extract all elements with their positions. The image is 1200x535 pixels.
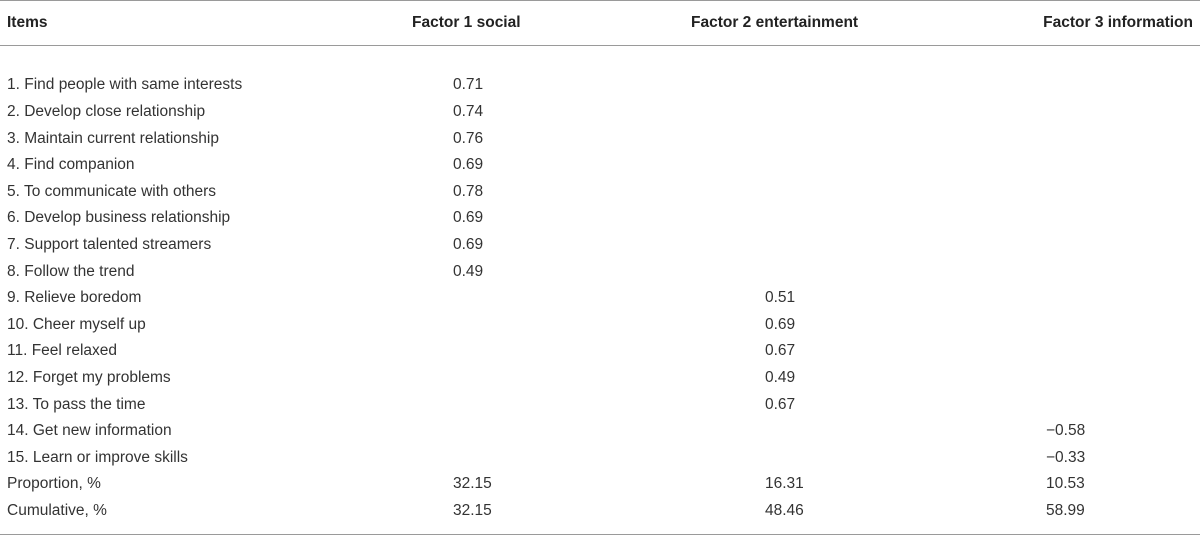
factor-2-cell — [687, 418, 987, 445]
factor-1-cell: 0.69 — [453, 235, 484, 253]
factor-1-cell: 32.15 — [370, 497, 687, 535]
factor-1-cell — [370, 311, 687, 338]
table-row: Cumulative, % 32.15 48.46 58.99 — [0, 497, 1200, 535]
table-row: 13. To pass the time 0.67 — [0, 391, 1200, 418]
factor-2-cell — [687, 205, 987, 232]
item-cell: 7. Support talented streamers — [7, 235, 212, 253]
factor-3-cell — [987, 72, 1200, 99]
table-row: 3. Maintain current relationship 0.76 — [0, 125, 1200, 152]
factor-1-cell — [370, 285, 687, 312]
factor-1-cell: 0.49 — [453, 262, 484, 280]
item-cell: 3. Maintain current relationship — [7, 129, 219, 147]
header-spacer — [0, 46, 1200, 73]
factor-3-cell — [987, 178, 1200, 205]
factor-3-cell — [987, 152, 1200, 179]
factor-3-cell — [987, 205, 1200, 232]
item-cell: 10. Cheer myself up — [7, 315, 146, 333]
factor-1-cell: 0.69 — [453, 209, 484, 227]
factor-1-cell — [370, 391, 687, 418]
item-cell: 6. Develop business relationship — [7, 209, 231, 227]
factor-1-cell: 0.78 — [453, 182, 484, 200]
factor-1-cell — [370, 365, 687, 392]
factor-2-cell — [687, 152, 987, 179]
item-cell: 8. Follow the trend — [7, 262, 135, 280]
factor-2-cell — [687, 72, 987, 99]
factor-3-cell — [987, 338, 1200, 365]
header-factor-2: Factor 2 entertainment — [687, 0, 987, 46]
factor-2-cell: 0.67 — [765, 395, 796, 413]
factor-1-cell: 0.74 — [453, 102, 484, 120]
header-items: Items — [0, 0, 370, 46]
factor-2-cell: 0.51 — [765, 289, 796, 307]
factor-3-cell — [987, 311, 1200, 338]
item-cell: 9. Relieve boredom — [7, 289, 142, 307]
table-row: 2. Develop close relationship 0.74 — [0, 99, 1200, 126]
table-row: 10. Cheer myself up 0.69 — [0, 311, 1200, 338]
table-row: 8. Follow the trend 0.49 — [0, 258, 1200, 285]
factor-3-cell — [987, 285, 1200, 312]
factor-2-cell: 0.67 — [765, 342, 796, 360]
factor-2-cell: 16.31 — [765, 475, 804, 493]
table-row: 1. Find people with same interests 0.71 — [0, 72, 1200, 99]
table-row: Proportion, % 32.15 16.31 10.53 — [0, 471, 1200, 498]
factor-1-cell: 32.15 — [453, 475, 492, 493]
factor-3-cell — [987, 232, 1200, 259]
factor-2-cell: 48.46 — [687, 497, 987, 535]
item-cell: 14. Get new information — [7, 422, 172, 440]
factor-2-cell: 0.69 — [765, 315, 796, 333]
table-row: 11. Feel relaxed 0.67 — [0, 338, 1200, 365]
factor-3-cell: 10.53 — [1046, 475, 1085, 493]
table-row: 9. Relieve boredom 0.51 — [0, 285, 1200, 312]
item-cell: 12. Forget my problems — [7, 368, 171, 386]
table-row: 4. Find companion 0.69 — [0, 152, 1200, 179]
factor-3-cell — [987, 99, 1200, 126]
item-cell: 5. To communicate with others — [7, 182, 217, 200]
factor-1-cell: 0.76 — [453, 129, 484, 147]
item-cell: 2. Develop close relationship — [7, 102, 206, 120]
table-row: 6. Develop business relationship 0.69 — [0, 205, 1200, 232]
table-row: 5. To communicate with others 0.78 — [0, 178, 1200, 205]
header-factor-1: Factor 1 social — [370, 0, 687, 46]
factor-3-cell: 58.99 — [987, 497, 1200, 535]
factor-1-cell — [370, 444, 687, 471]
factor-3-cell — [987, 391, 1200, 418]
item-cell: 15. Learn or improve skills — [7, 448, 188, 466]
header-factor-3: Factor 3 information — [987, 0, 1200, 46]
factor-3-cell — [987, 125, 1200, 152]
factor-2-cell — [687, 178, 987, 205]
factor-2-cell — [687, 258, 987, 285]
factor-2-cell: 0.49 — [765, 368, 796, 386]
factor-1-cell — [370, 418, 687, 445]
factor-2-cell — [687, 232, 987, 259]
item-cell: 1. Find people with same interests — [7, 76, 243, 94]
table-header-row: Items Factor 1 social Factor 2 entertain… — [0, 0, 1200, 46]
item-cell: Proportion, % — [7, 475, 101, 493]
factor-3-cell: −0.58 — [1046, 422, 1086, 440]
factor-1-cell — [370, 338, 687, 365]
factor-3-cell: −0.33 — [1046, 448, 1086, 466]
item-cell: 4. Find companion — [7, 156, 135, 174]
factor-3-cell — [987, 258, 1200, 285]
table-row: 14. Get new information −0.58 — [0, 418, 1200, 445]
factor-2-cell — [687, 99, 987, 126]
table-body: 1. Find people with same interests 0.71 … — [0, 46, 1200, 535]
item-cell: Cumulative, % — [0, 497, 370, 535]
factor-2-cell — [687, 444, 987, 471]
table-row: 12. Forget my problems 0.49 — [0, 365, 1200, 392]
table-row: 15. Learn or improve skills −0.33 — [0, 444, 1200, 471]
factor-1-cell: 0.69 — [453, 156, 484, 174]
item-cell: 13. To pass the time — [7, 395, 146, 413]
factor-2-cell — [687, 125, 987, 152]
table-row: 7. Support talented streamers 0.69 — [0, 232, 1200, 259]
factor-3-cell — [987, 365, 1200, 392]
factor-1-cell: 0.71 — [453, 76, 484, 94]
item-cell: 11. Feel relaxed — [7, 342, 117, 360]
